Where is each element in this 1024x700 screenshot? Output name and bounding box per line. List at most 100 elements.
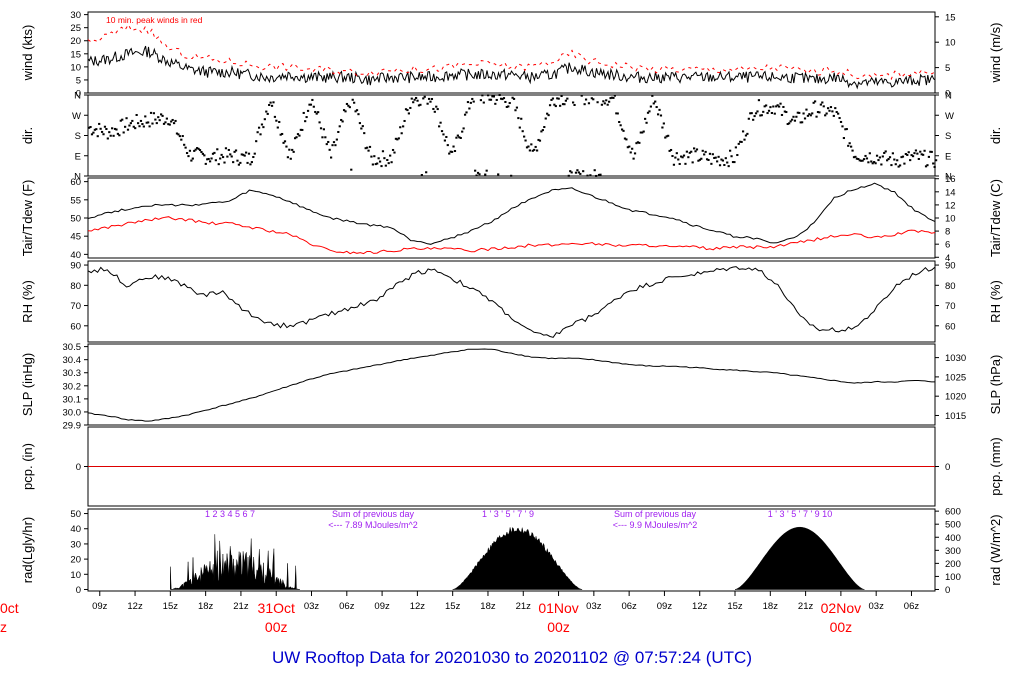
dir-point: [656, 113, 660, 116]
dir-point: [824, 114, 827, 117]
dir-point: [108, 131, 111, 134]
dir-point: [592, 98, 595, 101]
dir-point: [818, 111, 821, 114]
dir-point: [662, 122, 665, 125]
dir-point: [613, 94, 616, 97]
dir-ytick-label: W: [72, 111, 81, 122]
dir-point: [736, 154, 739, 157]
dir-point: [243, 154, 246, 157]
dir-point: [96, 135, 99, 138]
dir-point: [740, 140, 743, 143]
dir-point: [109, 134, 112, 137]
dir-point: [515, 106, 519, 109]
dir-point: [535, 149, 539, 152]
dir-point: [188, 149, 192, 152]
x-tick-label: 18z: [198, 601, 214, 612]
dir-point: [659, 114, 663, 117]
dir-point: [504, 100, 507, 103]
dir-point: [668, 149, 671, 152]
dir-point: [138, 125, 141, 128]
rad-day-3: [734, 526, 865, 590]
dir-point: [361, 125, 364, 128]
dir-point: [812, 101, 815, 104]
dir-point: [737, 142, 740, 145]
rad-ytick-label: 30: [70, 539, 81, 550]
dir-point: [269, 101, 272, 104]
dir-point: [358, 122, 362, 125]
dir-point: [132, 125, 135, 128]
dir-point: [400, 132, 403, 135]
dir-point: [121, 118, 124, 121]
dir-point: [487, 94, 490, 97]
dir-point: [541, 129, 544, 132]
dir-point: [200, 151, 203, 154]
dir-point: [331, 144, 334, 147]
dir-point: [237, 163, 241, 166]
dir-point: [433, 110, 436, 113]
dir-point: [783, 110, 786, 113]
dir-point: [348, 106, 351, 109]
dir-point: [769, 106, 772, 109]
dir-ytick-right-label: E: [945, 151, 951, 162]
dir-point: [612, 96, 615, 99]
dir-point: [867, 161, 870, 164]
dir-point: [923, 149, 926, 152]
dir-point: [293, 137, 297, 140]
dir-point: [785, 111, 788, 114]
rad-ylabel: rad(Lgly/hr): [20, 517, 35, 583]
temp-ytick-label: 40: [70, 250, 81, 261]
dir-point: [520, 117, 523, 120]
dir-point: [481, 94, 484, 97]
rh-ytick-right-label: 90: [945, 261, 956, 272]
dir-point: [734, 146, 737, 149]
temp-ytick-label: 45: [70, 232, 81, 243]
dir-point: [265, 110, 268, 113]
dir-point: [858, 159, 861, 162]
dir-point: [894, 163, 897, 166]
dir-point: [680, 155, 683, 158]
dir-point: [458, 136, 461, 139]
dir-ytick-label: E: [75, 151, 81, 162]
dir-point: [187, 155, 190, 158]
dir-point: [299, 128, 302, 131]
dir-point: [819, 103, 822, 106]
dir-point: [739, 140, 742, 143]
dir-point: [904, 153, 907, 156]
dir-point: [809, 114, 812, 117]
dir-point: [551, 97, 555, 100]
dir-point: [247, 152, 251, 155]
dir-point: [92, 131, 95, 134]
dir-point: [315, 112, 318, 115]
rad-note-line2-1: <--- 7.89 MJoules/m^2: [328, 520, 418, 530]
dir-point: [857, 158, 860, 161]
dir-point: [197, 147, 200, 150]
dir-point: [220, 153, 223, 156]
dir-point: [847, 144, 850, 147]
dir-point: [550, 98, 553, 101]
dir-point: [672, 163, 676, 166]
temp-panel-frame: [87, 177, 936, 259]
x-tick-label: 03z: [586, 601, 602, 612]
dir-point: [422, 97, 425, 100]
dir-point: [219, 157, 222, 160]
dir-point: [704, 150, 707, 153]
dir-point: [720, 158, 723, 161]
dir-point: [900, 156, 903, 159]
dir-point: [600, 103, 604, 106]
dir-point: [678, 162, 681, 165]
dir-point: [710, 162, 713, 165]
dir-point: [776, 104, 779, 107]
rh-ytick-right-label: 60: [945, 321, 956, 332]
temp-ytick-right-label: 6: [945, 240, 950, 251]
dir-point: [432, 107, 435, 110]
dir-point: [587, 102, 591, 105]
dir-point: [873, 161, 876, 164]
wind-ytick-right-label: 0: [945, 89, 950, 100]
dir-point: [128, 124, 131, 127]
pcp-ylabel-right: pcp. (mm): [988, 437, 1003, 496]
dir-point: [260, 123, 264, 126]
pcp-ylabel: pcp. (in): [20, 443, 35, 490]
dir-ytick-label: N: [74, 172, 81, 183]
wind-ytick-label: 5: [76, 75, 81, 86]
dir-point: [324, 136, 327, 139]
